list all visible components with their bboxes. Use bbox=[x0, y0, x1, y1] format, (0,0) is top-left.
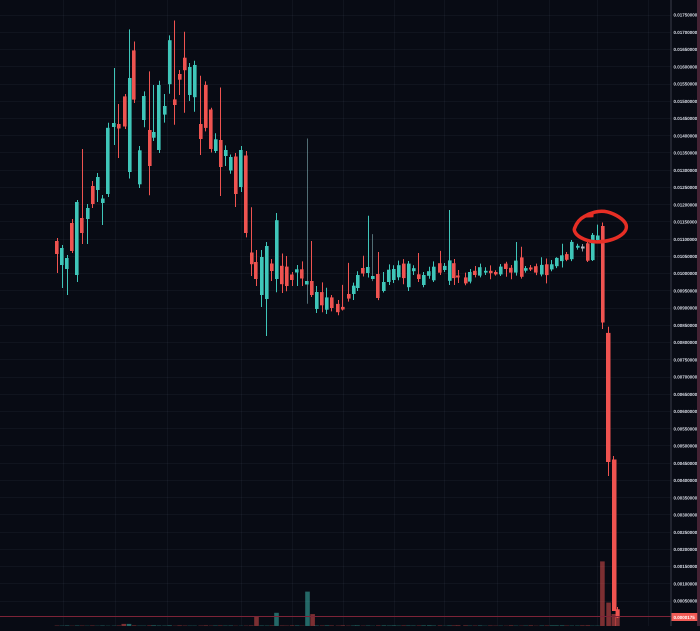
svg-text:0.01500000: 0.01500000 bbox=[674, 99, 698, 104]
svg-text:0.00950000: 0.00950000 bbox=[674, 289, 698, 294]
svg-text:0.00900000: 0.00900000 bbox=[674, 306, 698, 311]
svg-text:0.00300000: 0.00300000 bbox=[674, 513, 698, 518]
svg-text:0.01300000: 0.01300000 bbox=[674, 168, 698, 173]
svg-text:0.00100000: 0.00100000 bbox=[674, 582, 698, 587]
svg-text:0.00750000: 0.00750000 bbox=[674, 357, 698, 362]
svg-text:0.00550000: 0.00550000 bbox=[674, 426, 698, 431]
svg-text:0.00600000: 0.00600000 bbox=[674, 409, 698, 414]
svg-text:0.00150000: 0.00150000 bbox=[674, 564, 698, 569]
svg-text:0.01350000: 0.01350000 bbox=[674, 151, 698, 156]
svg-text:0.0000175: 0.0000175 bbox=[674, 615, 696, 620]
svg-text:0.00700000: 0.00700000 bbox=[674, 375, 698, 380]
svg-text:0.00800000: 0.00800000 bbox=[674, 340, 698, 345]
svg-text:0.01650000: 0.01650000 bbox=[674, 47, 698, 52]
svg-text:0.01750000: 0.01750000 bbox=[674, 13, 698, 18]
svg-text:0.01700000: 0.01700000 bbox=[674, 30, 698, 35]
svg-text:0.01150000: 0.01150000 bbox=[674, 220, 698, 225]
svg-text:0.00500000: 0.00500000 bbox=[674, 444, 698, 449]
svg-text:0.00200000: 0.00200000 bbox=[674, 547, 698, 552]
svg-text:0.01050000: 0.01050000 bbox=[674, 254, 698, 259]
svg-text:0.01550000: 0.01550000 bbox=[674, 82, 698, 87]
svg-text:0.01400000: 0.01400000 bbox=[674, 133, 698, 138]
svg-text:0.01250000: 0.01250000 bbox=[674, 185, 698, 190]
svg-text:0.00250000: 0.00250000 bbox=[674, 530, 698, 535]
svg-text:0.00350000: 0.00350000 bbox=[674, 495, 698, 500]
svg-text:0.00450000: 0.00450000 bbox=[674, 461, 698, 466]
svg-text:0.00400000: 0.00400000 bbox=[674, 478, 698, 483]
svg-text:0.01200000: 0.01200000 bbox=[674, 202, 698, 207]
svg-text:0.01100000: 0.01100000 bbox=[674, 237, 698, 242]
svg-text:0.01600000: 0.01600000 bbox=[674, 64, 698, 69]
svg-text:0.00650000: 0.00650000 bbox=[674, 392, 698, 397]
svg-text:0.01450000: 0.01450000 bbox=[674, 116, 698, 121]
svg-text:0.01000000: 0.01000000 bbox=[674, 271, 698, 276]
svg-text:0.00850000: 0.00850000 bbox=[674, 323, 698, 328]
svg-text:0.00050000: 0.00050000 bbox=[674, 599, 698, 604]
